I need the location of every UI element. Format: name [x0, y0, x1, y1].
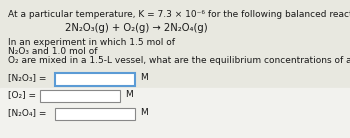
Text: [N₂O₃] =: [N₂O₃] = — [8, 73, 46, 82]
Bar — [0, 88, 350, 138]
Text: [O₂] =: [O₂] = — [8, 90, 36, 99]
FancyBboxPatch shape — [55, 108, 135, 120]
Text: M: M — [140, 73, 148, 82]
Text: [N₂O₄] =: [N₂O₄] = — [8, 108, 46, 117]
FancyBboxPatch shape — [40, 90, 120, 102]
Text: 2N₂O₃(g) + O₂(g) → 2N₂O₄(g): 2N₂O₃(g) + O₂(g) → 2N₂O₄(g) — [65, 23, 208, 33]
Text: At a particular temperature, K = 7.3 × 10⁻⁶ for the following balanced reaction:: At a particular temperature, K = 7.3 × 1… — [8, 10, 350, 19]
Text: O₂ are mixed in a 1.5-L vessel, what are the equilibrium concentrations of all g: O₂ are mixed in a 1.5-L vessel, what are… — [8, 56, 350, 65]
FancyBboxPatch shape — [55, 73, 135, 86]
Text: N₂O₃ and 1.0 mol of: N₂O₃ and 1.0 mol of — [8, 47, 98, 56]
Text: In an experiment in which 1.5 mol of: In an experiment in which 1.5 mol of — [8, 38, 175, 47]
Text: M: M — [125, 90, 133, 99]
Text: M: M — [140, 108, 148, 117]
